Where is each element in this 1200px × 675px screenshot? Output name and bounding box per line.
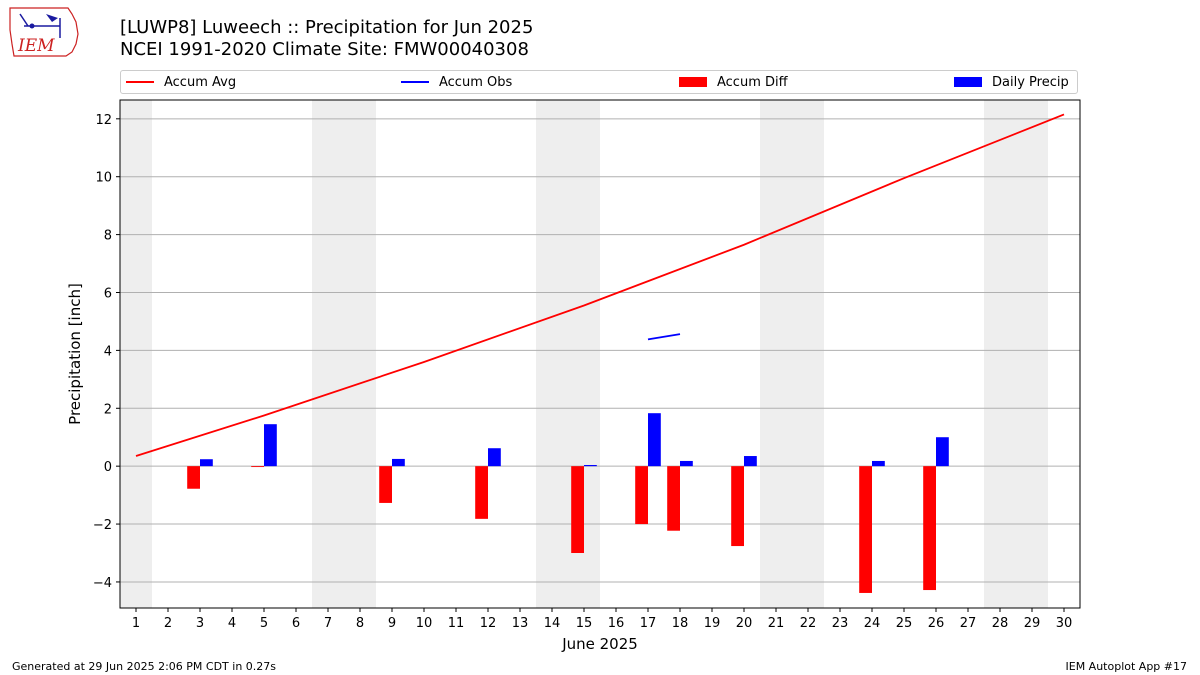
x-tick-label-21: 21 bbox=[768, 616, 785, 631]
x-tick-label-2: 2 bbox=[164, 616, 172, 631]
daily-precip-bar-15 bbox=[584, 465, 597, 467]
y-tick-label-8: 8 bbox=[104, 229, 112, 244]
accum-diff-bar-12 bbox=[475, 466, 488, 519]
legend-item-daily-precip: Daily Precip bbox=[954, 71, 1069, 93]
y-tick-label-10: 10 bbox=[95, 171, 112, 186]
x-tick-label-16: 16 bbox=[608, 616, 625, 631]
x-tick-label-18: 18 bbox=[672, 616, 689, 631]
legend-swatch-accum-avg bbox=[126, 81, 154, 83]
gridlines bbox=[120, 118, 1080, 583]
x-tick-label-28: 28 bbox=[992, 616, 1009, 631]
y-tick-label--2: −2 bbox=[93, 518, 112, 533]
daily-precip-bar-18 bbox=[680, 460, 693, 467]
x-tick-label-22: 22 bbox=[800, 616, 817, 631]
daily-precip-bar-5 bbox=[264, 424, 277, 467]
lines bbox=[135, 113, 1065, 457]
weekend-shading bbox=[120, 100, 1048, 608]
x-tick-label-19: 19 bbox=[704, 616, 721, 631]
daily-precip-bar-20 bbox=[744, 456, 757, 467]
x-tick-label-26: 26 bbox=[928, 616, 945, 631]
accum-avg-line bbox=[135, 113, 1065, 457]
x-tick-label-8: 8 bbox=[356, 616, 364, 631]
y-tick-label-4: 4 bbox=[104, 344, 112, 359]
legend-label-accum-obs: Accum Obs bbox=[439, 74, 513, 90]
y-tick-label--4: −4 bbox=[93, 576, 112, 591]
plot-frame bbox=[119, 99, 1081, 609]
chart-title-line2: NCEI 1991-2020 Climate Site: FMW00040308 bbox=[120, 39, 529, 60]
weekend-band-4 bbox=[984, 100, 1048, 608]
x-tick-label-11: 11 bbox=[448, 616, 465, 631]
x-tick-label-13: 13 bbox=[512, 616, 529, 631]
legend-item-accum-diff: Accum Diff bbox=[679, 71, 788, 93]
x-tick-label-3: 3 bbox=[196, 616, 204, 631]
x-tick-label-1: 1 bbox=[132, 616, 140, 631]
accum-diff-bar-17 bbox=[635, 466, 648, 525]
accum-diff-bar-3 bbox=[187, 466, 200, 489]
legend-swatch-daily-precip bbox=[954, 77, 982, 87]
y-tick-label-2: 2 bbox=[104, 402, 112, 417]
legend-label-daily-precip: Daily Precip bbox=[992, 74, 1069, 90]
accum-diff-bar-18 bbox=[667, 466, 680, 531]
legend-swatch-accum-obs bbox=[401, 81, 429, 83]
y-axis-ticks: −4 −2 0 2 4 6 8 10 12 bbox=[93, 113, 120, 591]
daily-precip-bar-17 bbox=[648, 413, 661, 467]
y-tick-label-6: 6 bbox=[104, 286, 112, 301]
x-tick-label-25: 25 bbox=[896, 616, 913, 631]
accum-diff-bar-26 bbox=[923, 466, 936, 591]
accum-diff-bar-20 bbox=[731, 466, 744, 547]
x-tick-label-14: 14 bbox=[544, 616, 561, 631]
accum-diff-bar-5 bbox=[251, 466, 264, 468]
y-tick-label-12: 12 bbox=[95, 113, 112, 128]
x-tick-label-4: 4 bbox=[228, 616, 236, 631]
accum-diff-bar-24 bbox=[859, 466, 872, 593]
footer-generated: Generated at 29 Jun 2025 2:06 PM CDT in … bbox=[12, 660, 277, 673]
x-tick-label-17: 17 bbox=[640, 616, 657, 631]
legend-swatch-accum-diff bbox=[679, 77, 707, 87]
x-tick-label-6: 6 bbox=[292, 616, 300, 631]
weekend-band-3 bbox=[760, 100, 824, 608]
x-tick-label-12: 12 bbox=[480, 616, 497, 631]
chart-title: [LUWP8] Luweech :: Precipitation for Jun… bbox=[120, 17, 533, 61]
accum-diff-bar-15 bbox=[571, 466, 584, 554]
x-tick-label-24: 24 bbox=[864, 616, 881, 631]
x-tick-label-10: 10 bbox=[416, 616, 433, 631]
daily-precip-bar-24 bbox=[872, 460, 885, 467]
x-tick-label-29: 29 bbox=[1024, 616, 1041, 631]
y-axis-label: Precipitation [inch] bbox=[66, 283, 84, 425]
legend: Accum Avg Accum Obs Accum Diff Daily Pre… bbox=[120, 70, 1078, 94]
x-tick-label-23: 23 bbox=[832, 616, 849, 631]
x-tick-label-9: 9 bbox=[388, 616, 396, 631]
x-tick-label-7: 7 bbox=[324, 616, 332, 631]
daily-precip-bar-3 bbox=[200, 459, 213, 467]
iem-logo: IEM bbox=[9, 7, 79, 57]
chart-title-line1: [LUWP8] Luweech :: Precipitation for Jun… bbox=[120, 17, 534, 38]
weekend-band-2 bbox=[536, 100, 600, 608]
x-axis-label: June 2025 bbox=[561, 635, 638, 653]
iem-iowa-logo-icon bbox=[9, 7, 79, 57]
legend-label-accum-diff: Accum Diff bbox=[717, 74, 788, 90]
footer-app: IEM Autoplot App #17 bbox=[1065, 660, 1188, 673]
x-tick-label-30: 30 bbox=[1056, 616, 1073, 631]
legend-item-accum-avg: Accum Avg bbox=[126, 71, 236, 93]
weekend-band-0 bbox=[120, 100, 152, 608]
accum-diff-bar-9 bbox=[379, 466, 392, 503]
logo-text: IEM bbox=[17, 36, 55, 56]
x-tick-label-20: 20 bbox=[736, 616, 753, 631]
accum-obs-line bbox=[647, 333, 681, 341]
bars bbox=[187, 413, 949, 593]
daily-precip-bar-26 bbox=[936, 437, 949, 467]
daily-precip-bar-9 bbox=[392, 458, 405, 467]
legend-item-accum-obs: Accum Obs bbox=[401, 71, 512, 93]
daily-precip-bar-12 bbox=[488, 448, 501, 467]
x-axis-ticks: 1 2 3 4 5 6 7 8 9 10 11 12 13 14 15 16 17 18 19 20 21 22 23 24 2… bbox=[132, 608, 1072, 631]
legend-label-accum-avg: Accum Avg bbox=[164, 74, 237, 90]
x-tick-label-15: 15 bbox=[576, 616, 593, 631]
weekend-band-1 bbox=[312, 100, 376, 608]
x-tick-label-27: 27 bbox=[960, 616, 977, 631]
y-tick-label-0: 0 bbox=[104, 460, 112, 475]
x-tick-label-5: 5 bbox=[260, 616, 268, 631]
